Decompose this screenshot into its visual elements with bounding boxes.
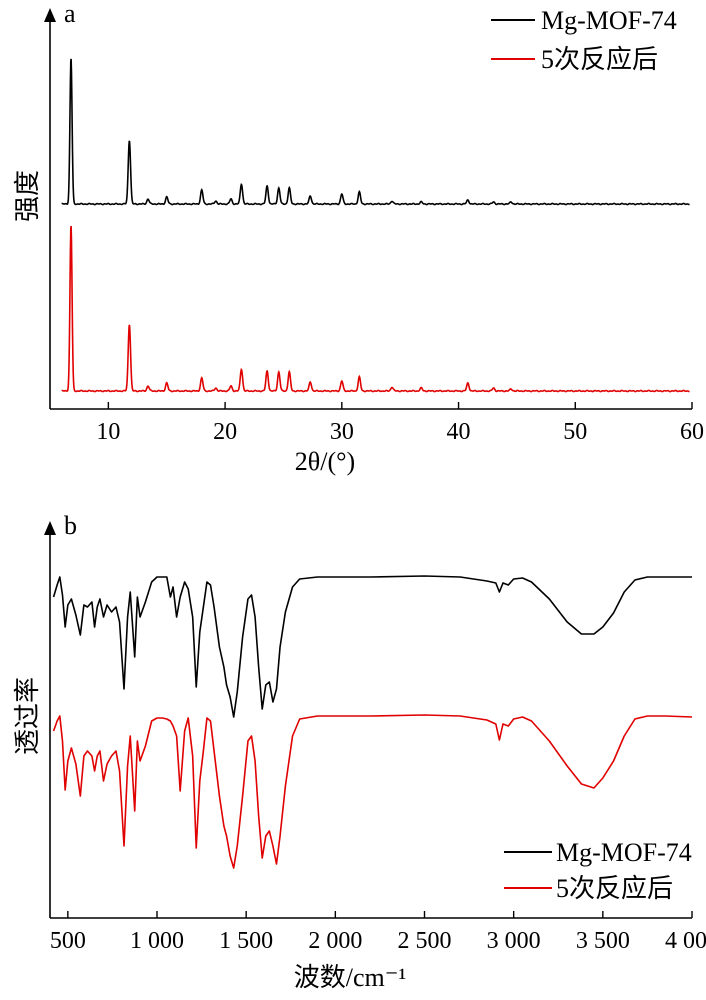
panel-a-x-tick-label: 60 (680, 419, 704, 445)
panel-b-x-tick-label: 2 500 (398, 928, 452, 954)
panel-a-x-tick-label: 40 (447, 419, 471, 445)
panel-b-series-0-line (52, 575, 692, 718)
panel-a-y-axis-arrow (44, 8, 56, 22)
panel-a-x-tick-label: 10 (96, 419, 120, 445)
panel-b-x-tick-label: 1 500 (219, 928, 273, 954)
panel-b-x-tick-label: 1 000 (130, 928, 184, 954)
panel-b-ylabel: 透过率 (13, 677, 42, 755)
panel-a-letter: a (64, 0, 76, 28)
panel-a-series-0-line (61, 58, 690, 206)
panel-a-legend-label-0: Mg-MOF-74 (541, 6, 677, 35)
panel-a-x-tick-label: 30 (330, 419, 354, 445)
panel-b-series-1-line (52, 714, 693, 869)
panel-b-xlabel: 波数/cm⁻¹ (294, 963, 407, 992)
panel-b-x-tick-label: 2 000 (308, 928, 362, 954)
panel-b-x-tick-label: 3 500 (576, 928, 630, 954)
panel-b-x-tick-label: 3 000 (487, 928, 541, 954)
panel-a-ylabel: 强度 (13, 170, 42, 222)
panel-b-x-tick-label: 500 (50, 928, 86, 954)
panel-a-legend-label-1: 5次反应后 (541, 45, 658, 74)
panel-b-legend-label-1: 5次反应后 (556, 874, 673, 903)
panel-a-x-tick-label: 50 (563, 419, 587, 445)
panel-a-xlabel: 2θ/(°) (295, 447, 355, 476)
panel-b-legend-label-0: Mg-MOF-74 (556, 838, 692, 867)
panel-b-ir-chart: b 透过率 波数/cm⁻¹ 500 1 000 1 500 2 000 2 500 3 0… (13, 511, 706, 992)
panel-a-x-tick-label: 20 (213, 419, 237, 445)
panel-b-x-tick-label: 4 000 (665, 928, 706, 954)
panel-a-series-1-line (61, 225, 690, 393)
panel-b-letter: b (64, 511, 77, 540)
panel-b-y-axis-arrow (44, 521, 56, 535)
panel-a-xrd-chart: a 强度 2θ/(°) 10 20 30 40 50 60 Mg-MOF-74 5次反应后 (13, 0, 704, 476)
